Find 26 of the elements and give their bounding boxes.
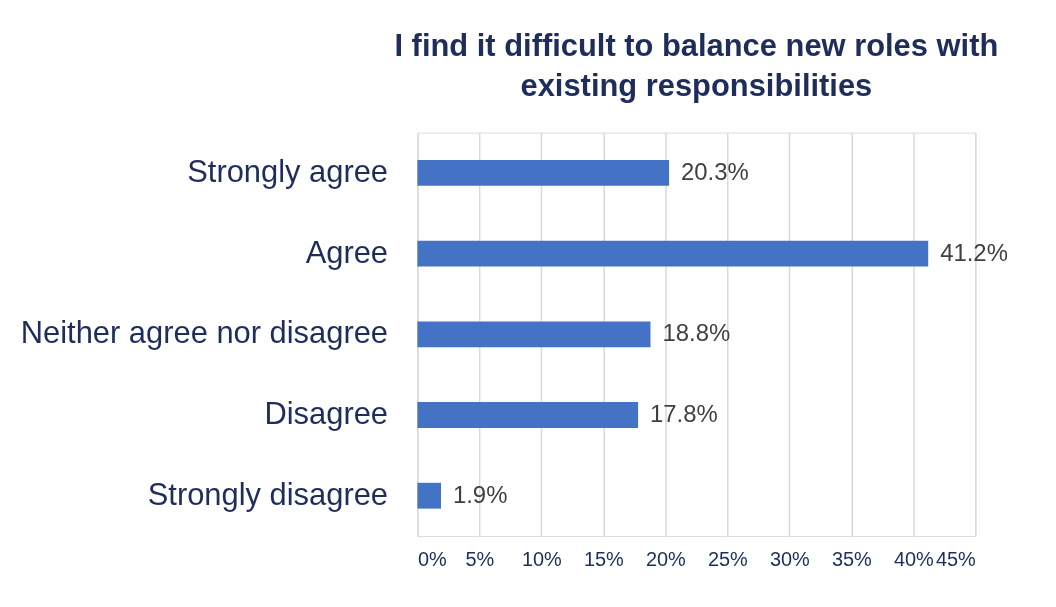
y-tick-label: Agree [305,234,389,270]
y-tick-label: Strongly agree [187,153,389,189]
x-tick-label: 45% [935,548,976,571]
y-tick-label: Strongly disagree [147,476,389,512]
x-tick-label: 25% [707,548,748,571]
bar [417,402,639,428]
bar [417,240,929,267]
x-tick-label: 0% [417,548,447,571]
x-tick-label: 35% [831,548,872,571]
x-tick-label: 5% [465,548,495,571]
x-tick-label: 20% [645,548,686,571]
x-tick-label: 10% [521,548,562,571]
x-tick-label: 30% [769,548,810,571]
bar [417,482,441,509]
x-tick-label: 15% [583,548,624,571]
chart-title: I find it difficult to balance new roles with existing responsibilities [394,27,999,103]
data-label: 1.9% [452,480,508,508]
data-label: 20.3% [681,157,749,185]
y-tick-label: Disagree [264,395,389,431]
y-tick-label: Neither agree nor disagree [20,315,389,351]
bar [417,321,651,348]
bar [417,160,670,186]
data-label: 41.2% [940,238,1008,266]
x-tick-label: 40% [893,548,934,571]
data-label: 17.8% [650,399,718,427]
data-label: 18.8% [662,319,731,347]
